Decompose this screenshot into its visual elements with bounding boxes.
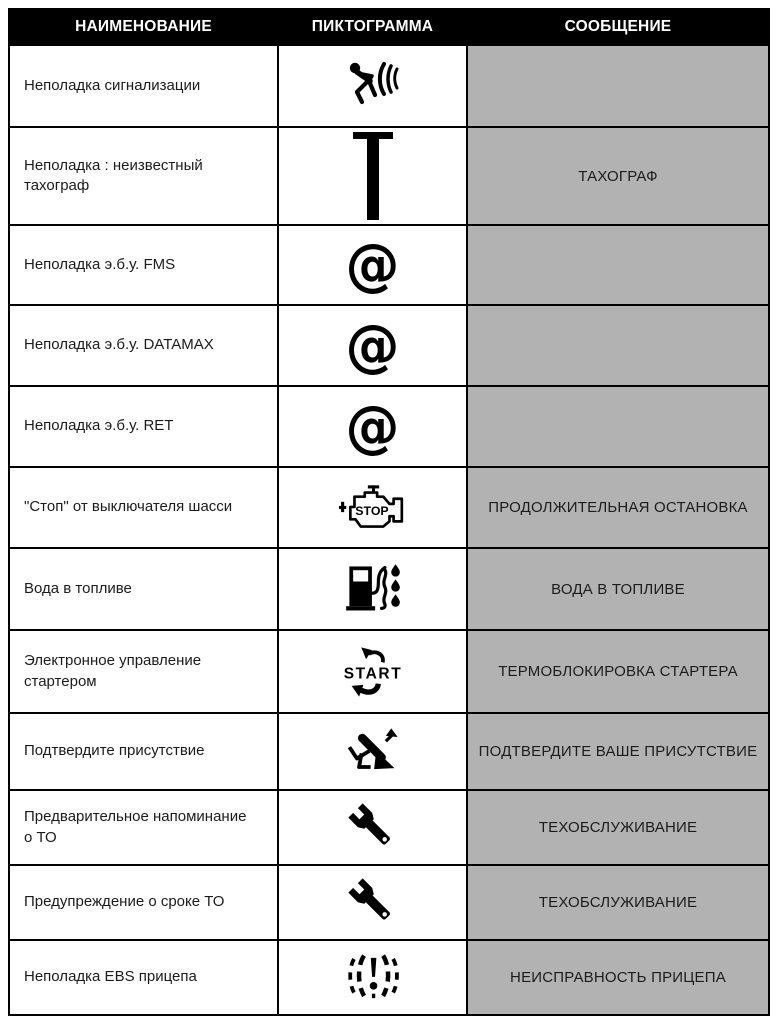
pictogram-cell xyxy=(277,547,468,631)
table-row: Предупреждение о сроке ТО ТЕХОБСЛУЖИВАНИ… xyxy=(8,864,770,941)
name-cell: Подтвердите присутствие xyxy=(8,712,279,791)
name-cell: Предварительное напоминание о ТО xyxy=(8,789,279,866)
fuel-water-icon xyxy=(345,564,400,611)
message-cell xyxy=(466,44,770,128)
table-row: Неполадка EBS прицепа НЕИСПРАВНОСТЬ ПРИЦ… xyxy=(8,939,770,1016)
message-cell: НЕИСПРАВНОСТЬ ПРИЦЕПА xyxy=(466,939,770,1016)
tachograph-icon xyxy=(352,132,393,220)
table-row: "Стоп" от выключателя шасси STOP ПРОДОЛЖ… xyxy=(8,466,770,549)
message-cell: ПОДТВЕРДИТЕ ВАШЕ ПРИСУТСТВИЕ xyxy=(466,712,770,791)
name-cell: Вода в топливе xyxy=(8,547,279,631)
header-row: НАИМЕНОВАНИЕ ПИКТОГРАММА СООБЩЕНИЕ xyxy=(8,8,770,46)
pictogram-cell: @ xyxy=(277,304,468,387)
table-row: Неполадка э.б.у. RET @ xyxy=(8,385,770,468)
message-cell: ТЕХОБСЛУЖИВАНИЕ xyxy=(466,864,770,941)
message-cell: ВОДА В ТОПЛИВЕ xyxy=(466,547,770,631)
name-cell: Неполадка сигнализации xyxy=(8,44,279,128)
warning-pictogram-table: НАИМЕНОВАНИЕ ПИКТОГРАММА СООБЩЕНИЕ Непол… xyxy=(8,8,770,1016)
column-header-pictogram: ПИКТОГРАММА xyxy=(277,8,468,46)
at-icon: @ xyxy=(345,311,400,379)
pictogram-cell: START xyxy=(277,629,468,714)
pictogram-cell: @ xyxy=(277,385,468,468)
table-row: Неполадка : неизвестный тахограф ТАХОГРА… xyxy=(8,126,770,226)
table-row: Подтвердите присутствие ПОДТВЕРДИТЕ ВАШЕ… xyxy=(8,712,770,791)
trailer-ebs-icon xyxy=(347,953,399,998)
name-cell: Неполадка : неизвестный тахограф xyxy=(8,126,279,226)
table-row: Неполадка э.б.у. FMS @ xyxy=(8,224,770,306)
message-cell: ПРОДОЛЖИТЕЛЬНАЯ ОСТАНОВКА xyxy=(466,466,770,549)
pictogram-cell xyxy=(277,789,468,866)
alarm-icon xyxy=(349,62,398,105)
table-row: Вода в топливе ВОДА В ТОПЛИВЕ xyxy=(8,547,770,631)
table-row: Электронное управление стартером START Т… xyxy=(8,629,770,714)
message-cell xyxy=(466,385,770,468)
message-cell xyxy=(466,224,770,306)
column-header-name: НАИМЕНОВАНИЕ xyxy=(8,8,279,46)
svg-text:STOP: STOP xyxy=(355,504,388,518)
name-cell: Неполадка э.б.у. RET xyxy=(8,385,279,468)
name-cell: "Стоп" от выключателя шасси xyxy=(8,466,279,549)
pictogram-cell xyxy=(277,939,468,1016)
column-header-message: СООБЩЕНИЕ xyxy=(466,8,770,46)
engine-stop-icon: STOP xyxy=(338,484,403,528)
presence-icon xyxy=(347,727,398,769)
at-icon: @ xyxy=(345,231,400,298)
name-cell: Неполадка э.б.у. DATAMAX xyxy=(8,304,279,387)
table-row: Неполадка э.б.у. DATAMAX @ xyxy=(8,304,770,387)
name-cell: Предупреждение о сроке ТО xyxy=(8,864,279,941)
pictogram-cell xyxy=(277,44,468,128)
pictogram-cell xyxy=(277,126,468,226)
starter-icon: START xyxy=(343,646,402,697)
message-cell: ТЕХОБСЛУЖИВАНИЕ xyxy=(466,789,770,866)
name-cell: Электронное управление стартером xyxy=(8,629,279,714)
name-cell: Неполадка э.б.у. FMS xyxy=(8,224,279,306)
message-cell: ТАХОГРАФ xyxy=(466,126,770,226)
pictogram-cell xyxy=(277,864,468,941)
table-row: Неполадка сигнализации xyxy=(8,44,770,128)
at-icon: @ xyxy=(345,392,400,460)
pictogram-cell: STOP xyxy=(277,466,468,549)
table-row: Предварительное напоминание о ТО ТЕХОБСЛ… xyxy=(8,789,770,866)
message-cell xyxy=(466,304,770,387)
name-cell: Неполадка EBS прицепа xyxy=(8,939,279,1016)
pictogram-cell: @ xyxy=(277,224,468,306)
message-cell: ТЕРМОБЛОКИРОВКА СТАРТЕРА xyxy=(466,629,770,714)
wrench-icon xyxy=(347,802,390,845)
svg-text:START: START xyxy=(343,665,402,682)
wrench-icon xyxy=(347,877,390,920)
pictogram-cell xyxy=(277,712,468,791)
